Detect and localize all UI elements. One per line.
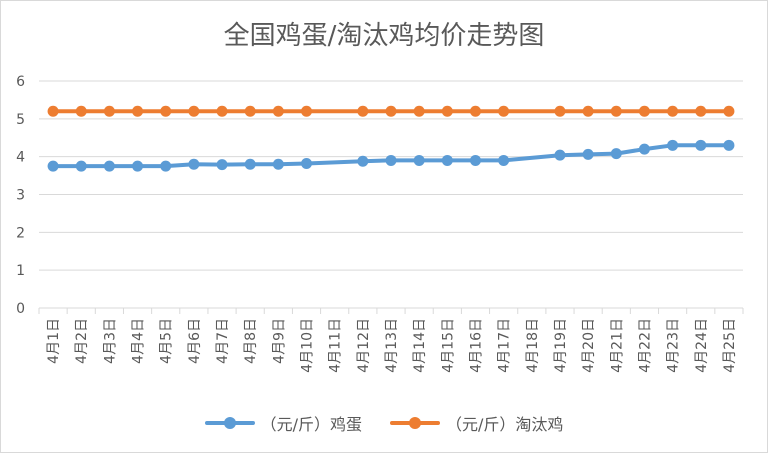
legend: （元/斤）鸡蛋 （元/斤）淘汰鸡 <box>1 411 767 435</box>
series-0-point <box>498 154 510 166</box>
series-1-point <box>469 105 481 117</box>
y-tick-label: 4 <box>16 150 25 166</box>
series-0-point <box>723 139 735 151</box>
x-tick-label: 4月25日 <box>722 318 738 373</box>
legend-label-hens: （元/斤）淘汰鸡 <box>446 415 564 434</box>
series-0-point <box>47 160 59 172</box>
x-tick-label: 4月13日 <box>384 318 400 373</box>
x-tick-label: 4月16日 <box>468 318 484 373</box>
series-1-point <box>554 105 566 117</box>
x-tick-label: 4月7日 <box>215 318 231 364</box>
series-1-point <box>272 105 284 117</box>
x-tick-label: 4月8日 <box>243 318 259 364</box>
series-1-point <box>413 105 425 117</box>
series-1-point <box>132 105 144 117</box>
y-tick-label: 6 <box>16 74 25 90</box>
series-1-point <box>188 105 200 117</box>
x-tick-label: 4月19日 <box>553 318 569 373</box>
series-1-point <box>441 105 453 117</box>
legend-item-hens: （元/斤）淘汰鸡 <box>390 411 563 435</box>
series-0-point <box>441 154 453 166</box>
x-tick-label: 4月22日 <box>637 318 653 373</box>
series-0-point <box>554 149 566 161</box>
y-tick-label: 2 <box>16 225 25 241</box>
series-1-point <box>610 105 622 117</box>
x-tick-label: 4月5日 <box>159 318 175 364</box>
legend-swatch-hens <box>390 417 440 429</box>
y-tick-label: 0 <box>16 301 25 317</box>
series-1-point <box>75 105 87 117</box>
series-0-point <box>610 148 622 160</box>
series-1-point <box>244 105 256 117</box>
series-0-point <box>385 154 397 166</box>
legend-label-eggs: （元/斤）鸡蛋 <box>260 415 362 434</box>
x-tick-label: 4月10日 <box>300 318 316 373</box>
series-1-point <box>357 105 369 117</box>
series-1-point <box>667 105 679 117</box>
series-1-point <box>216 105 228 117</box>
x-tick-label: 4月3日 <box>102 318 118 364</box>
series-1-point <box>385 105 397 117</box>
series-0-point <box>469 154 481 166</box>
y-tick-label: 5 <box>16 112 25 128</box>
series-1-point <box>301 105 313 117</box>
chart-title: 全国鸡蛋/淘汰鸡均价走势图 <box>223 21 545 51</box>
series-1-point <box>638 105 650 117</box>
series-0-point <box>357 155 369 167</box>
series-1-point <box>498 105 510 117</box>
series-0-point <box>638 143 650 155</box>
x-tick-label: 4月17日 <box>497 318 513 373</box>
x-tick-label: 4月6日 <box>187 318 203 364</box>
x-tick-label: 4月20日 <box>581 318 597 373</box>
series-1-point <box>103 105 115 117</box>
series-0-point <box>272 158 284 170</box>
legend-item-eggs: （元/斤）鸡蛋 <box>204 411 362 435</box>
series-0-point <box>582 148 594 160</box>
x-tick-label: 4月1日 <box>46 318 62 364</box>
x-tick-label: 4月9日 <box>271 318 287 364</box>
series-0-point <box>244 158 256 170</box>
x-tick-label: 4月12日 <box>356 318 372 373</box>
series-0-point <box>132 160 144 172</box>
series-1-point <box>160 105 172 117</box>
x-tick-label: 4月11日 <box>328 318 344 373</box>
y-tick-label: 1 <box>16 263 25 279</box>
x-tick-label: 4月23日 <box>666 318 682 373</box>
series-0-point <box>216 159 228 171</box>
series-0-point <box>301 157 313 169</box>
series-0-point <box>695 139 707 151</box>
series-0-point <box>667 139 679 151</box>
x-tick-label: 4月14日 <box>412 318 428 373</box>
series-0-point <box>413 154 425 166</box>
series-1-point <box>47 105 59 117</box>
y-tick-label: 3 <box>16 188 25 204</box>
series-1-point <box>723 105 735 117</box>
x-tick-label: 4月21日 <box>609 318 625 373</box>
series-0-point <box>75 160 87 172</box>
x-tick-label: 4月4日 <box>131 318 147 364</box>
x-tick-label: 4月2日 <box>74 318 90 364</box>
series-1-point <box>582 105 594 117</box>
series-0-point <box>103 160 115 172</box>
series-0-point <box>188 158 200 170</box>
legend-swatch-eggs <box>204 417 255 429</box>
series-0-point <box>160 160 172 172</box>
series-1-point <box>695 105 707 117</box>
x-tick-label: 4月18日 <box>525 318 541 373</box>
x-tick-label: 4月24日 <box>694 318 710 373</box>
x-tick-label: 4月15日 <box>440 318 456 373</box>
